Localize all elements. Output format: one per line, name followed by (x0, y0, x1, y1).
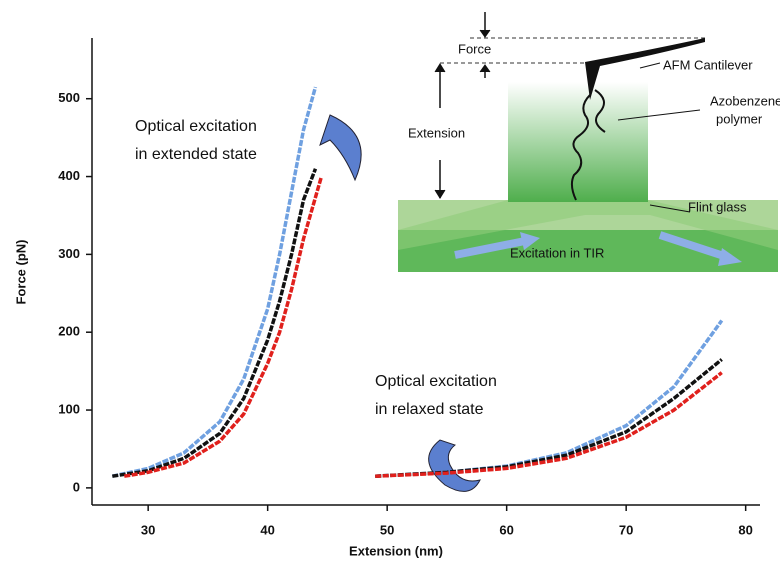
inset-label: Force (458, 41, 491, 56)
x-tick-label: 70 (619, 522, 633, 537)
inset-diagram (398, 12, 778, 272)
annotation: in relaxed state (375, 401, 484, 418)
y-tick-label: 300 (58, 246, 80, 261)
x-axis-title: Extension (nm) (349, 543, 443, 558)
inset-label: polymer (716, 111, 763, 126)
y-tick-label: 0 (73, 479, 80, 494)
curved-arrow (429, 440, 480, 491)
inset-label: Excitation in TIR (510, 245, 604, 260)
y-axis-title: Force (pN) (13, 240, 28, 305)
x-tick-label: 30 (141, 522, 155, 537)
annotation: Optical excitation (375, 373, 497, 390)
y-tick-label: 500 (58, 90, 80, 105)
inset-label: Extension (408, 125, 465, 140)
curved-arrow (320, 115, 361, 180)
y-tick-label: 400 (58, 168, 80, 183)
data-line (112, 169, 315, 476)
dimension-line (440, 12, 485, 198)
inset-label: AFM Cantilever (663, 57, 753, 72)
x-tick-label: 60 (499, 522, 513, 537)
annotation: in extended state (135, 146, 257, 163)
y-tick-label: 100 (58, 401, 80, 416)
y-tick-label: 200 (58, 324, 80, 339)
inset-label: Flint glass (688, 199, 747, 214)
x-tick-label: 80 (738, 522, 752, 537)
pillar (508, 82, 648, 202)
inset-label: Azobenzene (710, 93, 780, 108)
x-tick-label: 40 (260, 522, 274, 537)
chart: 0 100 200 300 400 500 30 40 50 60 70 80 Extension (n… (0, 0, 780, 565)
annotation: Optical excitation (135, 118, 257, 135)
x-tick-label: 50 (380, 522, 394, 537)
data-line (375, 321, 722, 477)
